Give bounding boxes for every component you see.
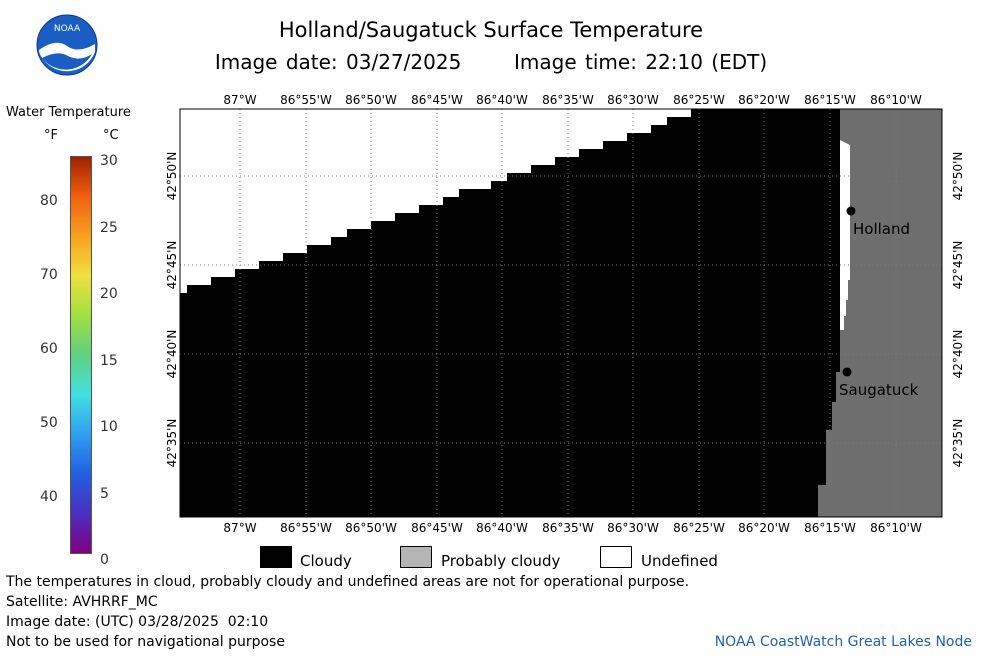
longitude-label: 87°W: [223, 521, 256, 535]
legend-label-cloudy: Cloudy: [300, 552, 352, 570]
latitude-labels-right: 42°50'N 42°45'N 42°40'N 42°35'N: [951, 152, 965, 468]
fahrenheit-tick-label: 50: [40, 415, 58, 431]
longitude-label: 86°50'W: [345, 521, 397, 535]
latitude-label: 42°45'N: [951, 241, 965, 290]
celsius-tick-label: 20: [100, 286, 118, 302]
longitude-label: 86°30'W: [607, 521, 659, 535]
saugatuck-label: Saugatuck: [839, 381, 919, 399]
fahrenheit-tick-label: 80: [40, 193, 58, 209]
unit-celsius: °C: [103, 128, 119, 143]
image-datetime: Image date: 03/27/2025 Image time: 22:10…: [0, 50, 982, 74]
longitude-label: 86°35'W: [542, 93, 594, 107]
satellite-text: Satellite: AVHRRF_MC: [6, 594, 158, 610]
celsius-tick-label: 0: [100, 552, 109, 568]
celsius-tick-label: 10: [100, 419, 118, 435]
legend-swatch-cloudy: [260, 546, 292, 568]
longitude-label: 86°45'W: [411, 93, 463, 107]
longitude-label: 86°40'W: [476, 521, 528, 535]
temperature-colorbar: [70, 156, 92, 554]
longitude-label: 86°10'W: [870, 521, 922, 535]
image-date: Image date: 03/27/2025: [214, 50, 462, 74]
celsius-tick-label: 25: [100, 219, 118, 236]
longitude-label: 86°30'W: [607, 93, 659, 107]
latitude-label: 42°40'N: [165, 330, 179, 379]
longitude-label: 87°W: [223, 93, 256, 107]
image-time: Image time: 22:10 (EDT): [514, 50, 768, 74]
temperature-map: 87°W 86°55'W 86°50'W 86°45'W 86°40'W 86°35'W 8…: [165, 93, 965, 535]
utc-date-text: Image date: (UTC) 03/28/2025 02:10: [6, 614, 269, 630]
scale-title: Water Temperature: [6, 105, 131, 120]
latitude-label: 42°50'N: [165, 152, 179, 201]
longitude-label: 86°10'W: [870, 93, 922, 107]
longitude-label: 86°55'W: [280, 93, 332, 107]
map-area: [179, 108, 943, 518]
longitude-labels-bottom: 87°W 86°55'W 86°50'W 86°45'W 86°40'W 86°35'W 8…: [223, 521, 922, 535]
undefined-strip: [843, 281, 846, 287]
disclaimer-text: The temperatures in cloud, probably clou…: [6, 574, 690, 590]
longitude-label: 86°20'W: [738, 521, 790, 535]
unit-fahrenheit: °F: [44, 128, 58, 143]
land-area: [818, 109, 942, 517]
nav-warning-text: Not to be used for navigational purpose: [6, 634, 285, 650]
celsius-tick-label: 30: [100, 153, 118, 169]
longitude-label: 86°25'W: [673, 93, 725, 107]
latitude-label: 42°35'N: [165, 419, 179, 468]
longitude-label: 86°40'W: [476, 93, 528, 107]
noaa-logo: NOAA: [36, 14, 98, 76]
saugatuck-marker: [842, 367, 852, 377]
legend-swatch-undefined: [600, 546, 632, 568]
legend-label-undefined: Undefined: [641, 552, 718, 570]
latitude-labels-left: 42°50'N 42°45'N 42°40'N 42°35'N: [165, 152, 179, 468]
longitude-label: 86°15'W: [804, 521, 856, 535]
longitude-label: 86°50'W: [345, 93, 397, 107]
map-frame: [179, 108, 943, 518]
latitude-label: 42°45'N: [165, 241, 179, 290]
fahrenheit-tick-label: 60: [40, 341, 58, 357]
legend-swatch-probably-cloudy: [400, 546, 432, 568]
latitude-label: 42°35'N: [951, 419, 965, 468]
celsius-tick-label: 15: [100, 352, 118, 369]
latitude-label: 42°50'N: [951, 152, 965, 201]
longitude-label: 86°55'W: [280, 521, 332, 535]
fahrenheit-tick-label: 70: [40, 267, 58, 283]
celsius-tick-label: 5: [100, 485, 109, 502]
undefined-strip: [843, 300, 846, 316]
legend-label-probably-cloudy: Probably cloudy: [441, 552, 561, 570]
holland-label: Holland: [853, 220, 910, 238]
credit-text: NOAA CoastWatch Great Lakes Node: [714, 634, 972, 650]
longitude-label: 86°15'W: [804, 93, 856, 107]
longitude-label: 86°20'W: [738, 93, 790, 107]
cloudy-area: [180, 109, 840, 517]
logo-text: NOAA: [53, 24, 81, 34]
holland-marker: [846, 206, 856, 216]
page-title: Holland/Saugatuck Surface Temperature: [278, 18, 704, 42]
city-holland: Holland: [846, 206, 910, 238]
longitude-label: 86°45'W: [411, 521, 463, 535]
grid-lines: [180, 109, 942, 517]
longitude-label: 86°35'W: [542, 521, 594, 535]
city-saugatuck: Saugatuck: [839, 367, 919, 399]
longitude-labels-top: 87°W 86°55'W 86°50'W 86°45'W 86°40'W 86°35'W 8…: [223, 93, 922, 107]
latitude-label: 42°40'N: [951, 330, 965, 379]
longitude-label: 86°25'W: [673, 521, 725, 535]
fahrenheit-tick-label: 40: [40, 489, 58, 505]
